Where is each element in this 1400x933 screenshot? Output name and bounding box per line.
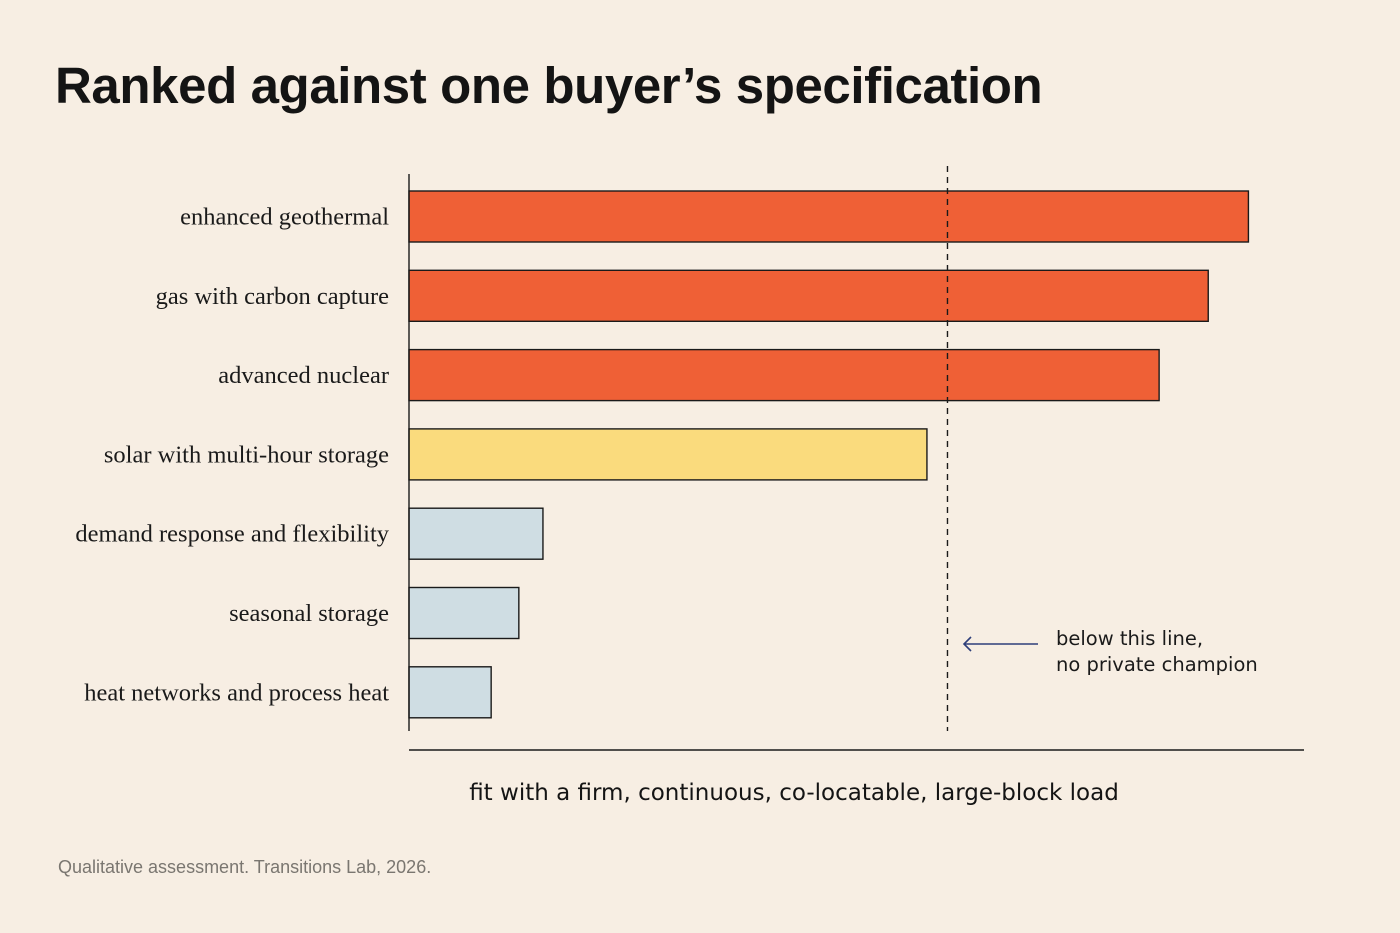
category-label: enhanced geothermal xyxy=(180,204,389,231)
category-label: seasonal storage xyxy=(229,600,389,627)
bar-demand-response-and-flexibility xyxy=(408,507,544,560)
category-labels: enhanced geothermal gas with carbon captu… xyxy=(75,204,389,707)
bar-enhanced-geothermal xyxy=(408,190,1250,243)
category-label: heat networks and process heat xyxy=(84,679,389,706)
category-label: advanced nuclear xyxy=(218,362,389,389)
chart-title: Ranked against one buyer’s specification xyxy=(55,57,1043,114)
x-axis-label: fit with a firm, continuous, co-locatabl… xyxy=(469,780,1119,806)
bars-layer xyxy=(408,190,1250,719)
bar-solar-with-multi-hour-storage xyxy=(408,428,928,481)
threshold-annotation-line-2: no private champion xyxy=(1056,653,1258,676)
threshold-annotation-line-1: below this line, xyxy=(1056,627,1203,650)
bar-advanced-nuclear xyxy=(408,348,1160,402)
category-label: demand response and flexibility xyxy=(75,521,389,548)
source-note: Qualitative assessment. Transitions Lab,… xyxy=(58,857,432,877)
category-label: solar with multi-hour storage xyxy=(104,441,389,468)
category-label: gas with carbon capture xyxy=(156,283,389,310)
bar-heat-networks-and-process-heat xyxy=(408,666,492,719)
bar-seasonal-storage xyxy=(408,586,520,640)
threshold-arrow-icon xyxy=(962,636,1038,652)
bar-gas-with-carbon-capture xyxy=(408,269,1209,322)
